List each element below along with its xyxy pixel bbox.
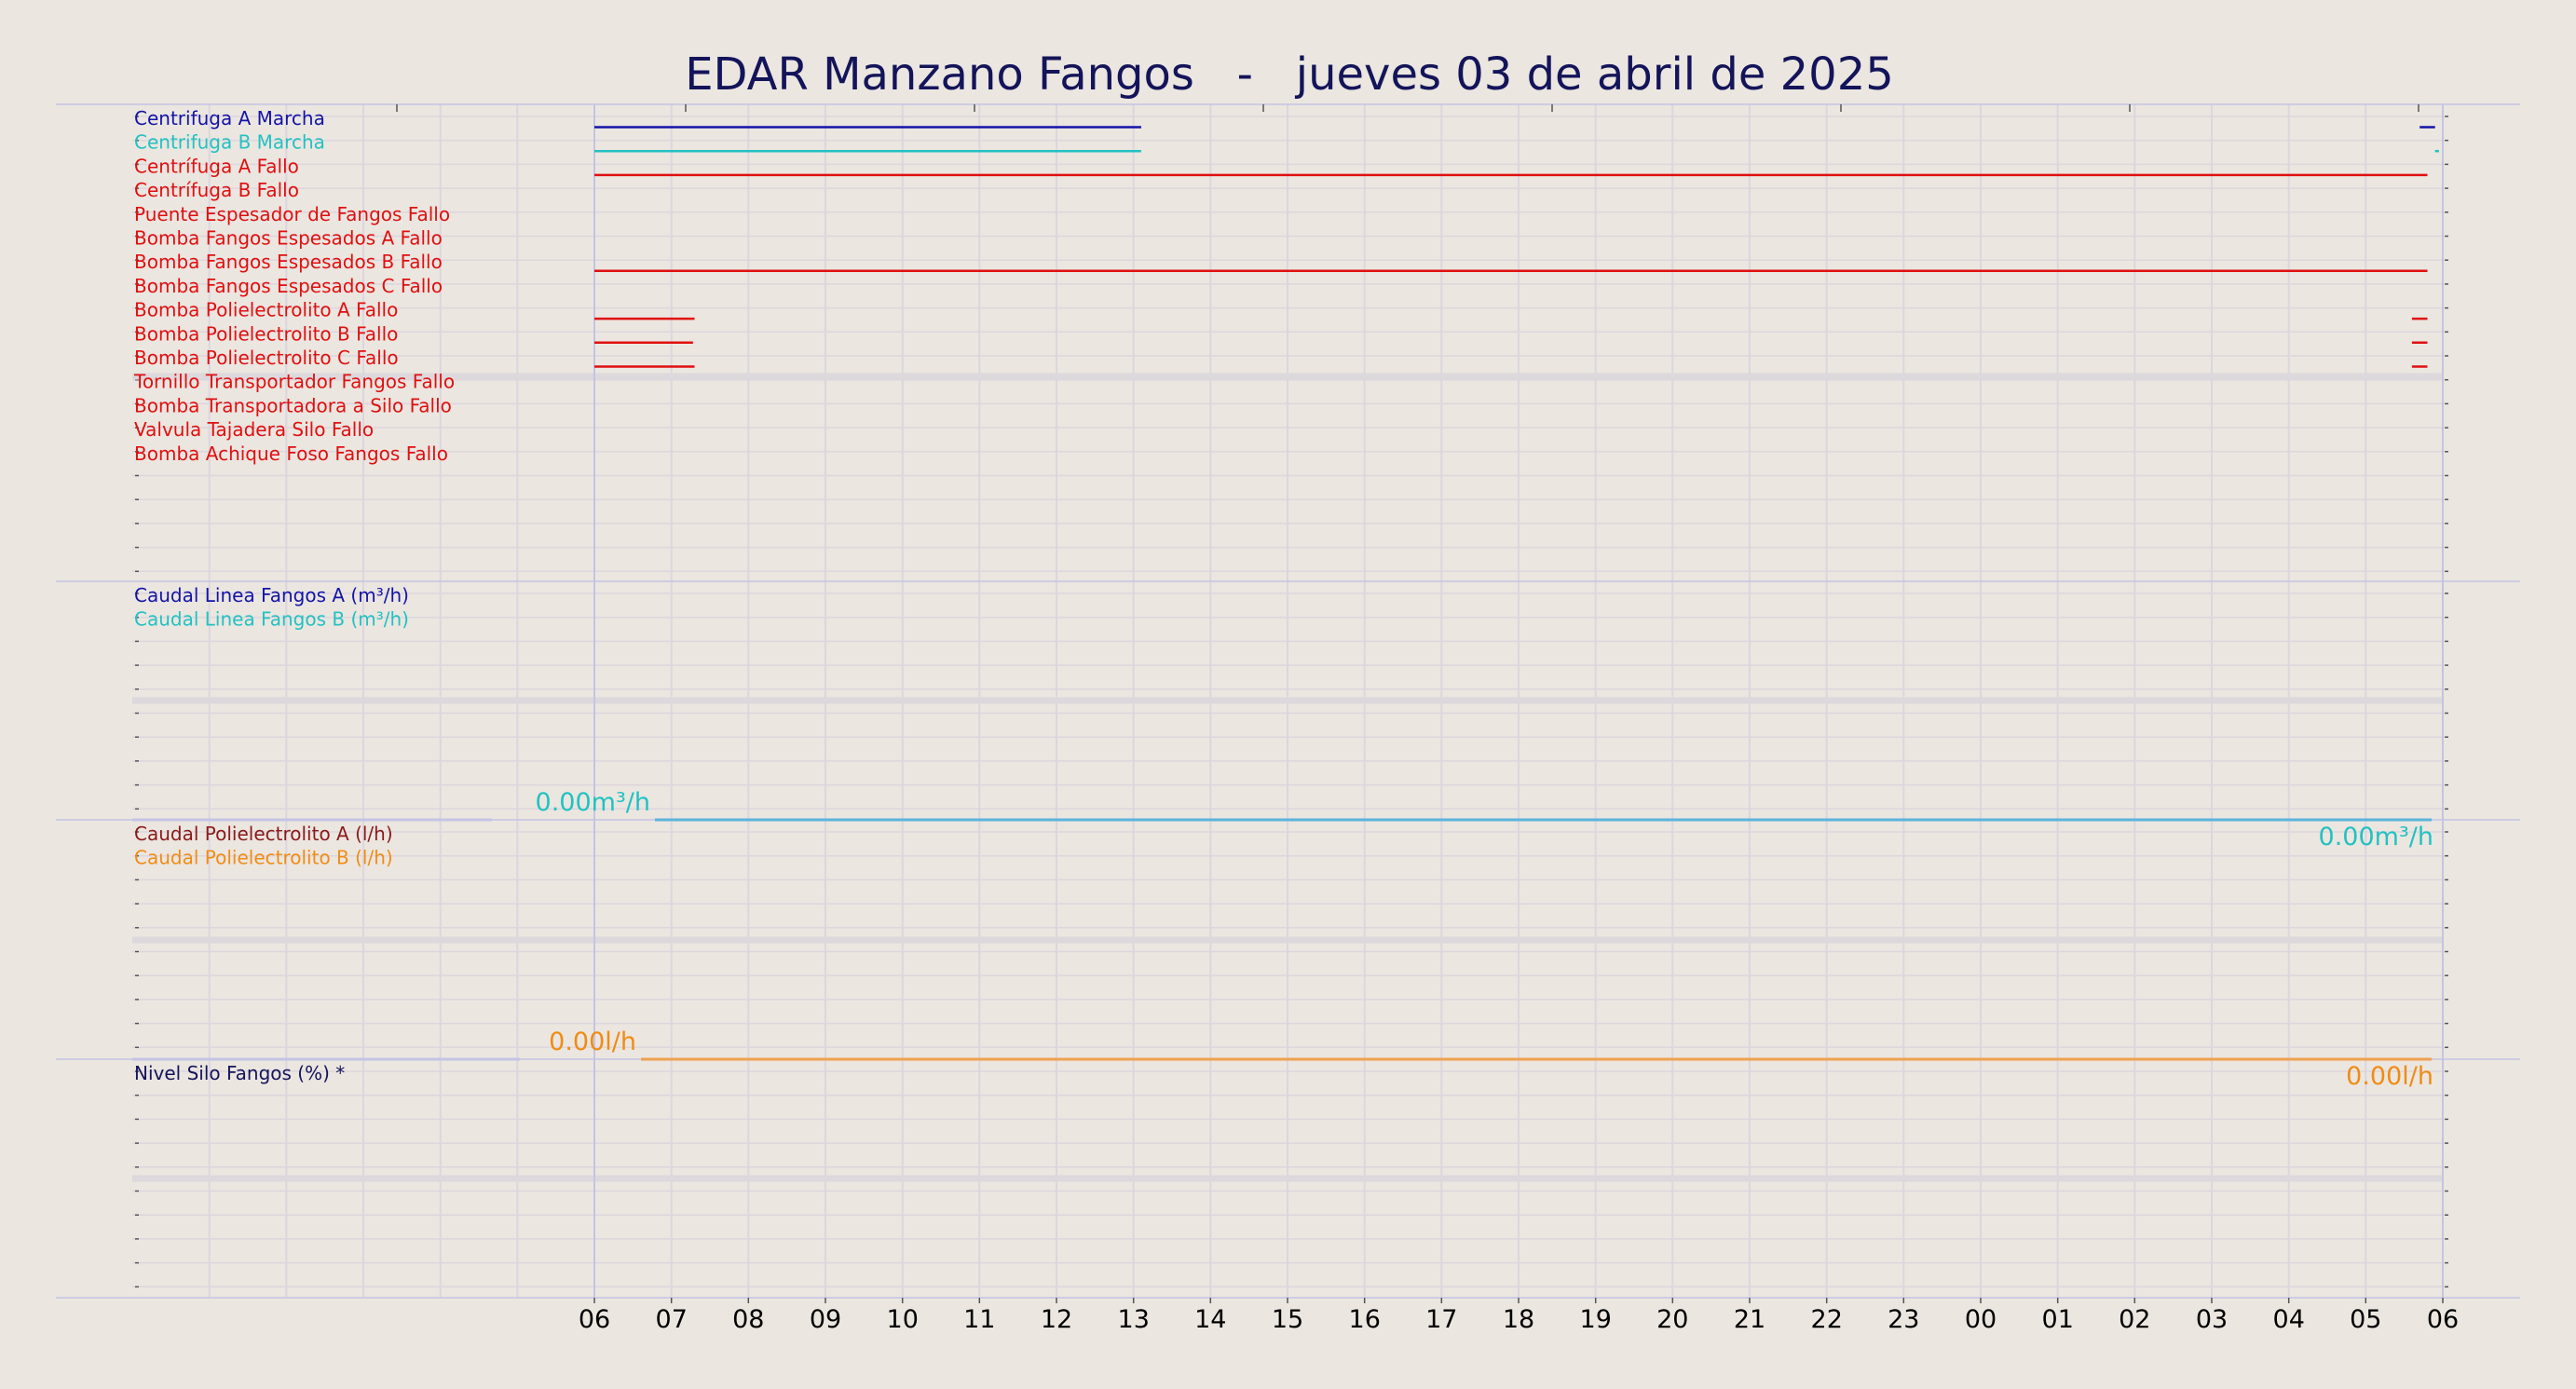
x-tick-label: 13 [1118,1305,1150,1334]
start-value-label: 0.00l/h [549,1028,636,1056]
x-tick-label: 07 [656,1305,688,1334]
grid [132,104,2448,1298]
chart-title: EDAR Manzano Fangos - jueves 03 de abril… [685,48,1894,101]
x-tick-label: 18 [1503,1305,1534,1334]
legend-label: Centrifuga A Marcha [134,107,325,129]
x-tick-label: 00 [1965,1305,1997,1334]
legend-label: Bomba Fangos Espesados B Fallo [134,251,443,273]
legend-label: Tornillo Transportador Fangos Fallo [133,371,455,393]
legend-label: Bomba Achique Foso Fangos Fallo [134,443,448,465]
legend-label: Bomba Polielectrolito A Fallo [134,299,398,321]
x-tick-label: 14 [1194,1305,1226,1334]
start-value-label: 0.00m³/h [536,788,650,817]
legend-label: Bomba Transportadora a Silo Fallo [134,394,452,416]
legend-label: Nivel Silo Fangos (%) * [134,1062,345,1084]
legend-label: Centrífuga A Fallo [134,155,299,177]
x-tick-label: 05 [2350,1305,2381,1334]
x-tick-label: 10 [887,1305,919,1334]
x-tick-label: 22 [1811,1305,1843,1334]
legend-label: Centrifuga B Marcha [134,131,325,154]
x-tick-label: 19 [1580,1305,1612,1334]
legend-label: Bomba Fangos Espesados A Fallo [134,227,443,250]
legend-label: Caudal Polielectrolito A (l/h) [134,823,393,845]
legend-label: Valvula Tajadera Silo Fallo [134,418,374,441]
x-tick-label: 08 [732,1305,764,1334]
x-tick-label: 11 [963,1305,995,1334]
legend-label: Bomba Polielectrolito B Fallo [134,322,398,345]
legend-label: Caudal Linea Fangos B (m³/h) [134,608,409,631]
x-tick-label: 16 [1349,1305,1381,1334]
x-tick-label: 09 [810,1305,841,1334]
x-tick-label: 03 [2196,1305,2228,1334]
x-tick-label: 15 [1272,1305,1303,1334]
x-tick-label: 06 [2427,1305,2459,1334]
end-value-label: 0.00m³/h [2319,823,2433,851]
end-value-label: 0.00l/h [2346,1062,2433,1091]
x-tick-label: 01 [2042,1305,2074,1334]
x-tick-label: 17 [1425,1305,1457,1334]
legend-label: Caudal Linea Fangos A (m³/h) [134,584,409,606]
x-tick-labels: 06 07 08 09 10 11 12 13 14 15 16 17 18 19 20 21 22 23 00 01… [396,104,2459,1334]
x-tick-label: 21 [1734,1305,1765,1334]
x-tick-label: 23 [1888,1305,1919,1334]
x-tick-label: 02 [2119,1305,2150,1334]
legend-label: Puente Espesador de Fangos Fallo [134,203,450,225]
legend-label: Caudal Polielectrolito B (l/h) [134,847,393,869]
x-tick-label: 12 [1041,1305,1072,1334]
legend-label: Bomba Polielectrolito C Fallo [134,347,399,369]
x-tick-label: 04 [2273,1305,2305,1334]
legend-label: Bomba Fangos Espesados C Fallo [134,275,443,297]
value-labels: 0.00m³/h 0.00m³/h 0.00l/h 0.00l/h [536,788,2433,1091]
series-layer [132,126,2439,1061]
x-tick-label: 06 [579,1305,610,1334]
x-tick-label: 20 [1656,1305,1688,1334]
legend-label: Centrífuga B Fallo [134,179,299,201]
